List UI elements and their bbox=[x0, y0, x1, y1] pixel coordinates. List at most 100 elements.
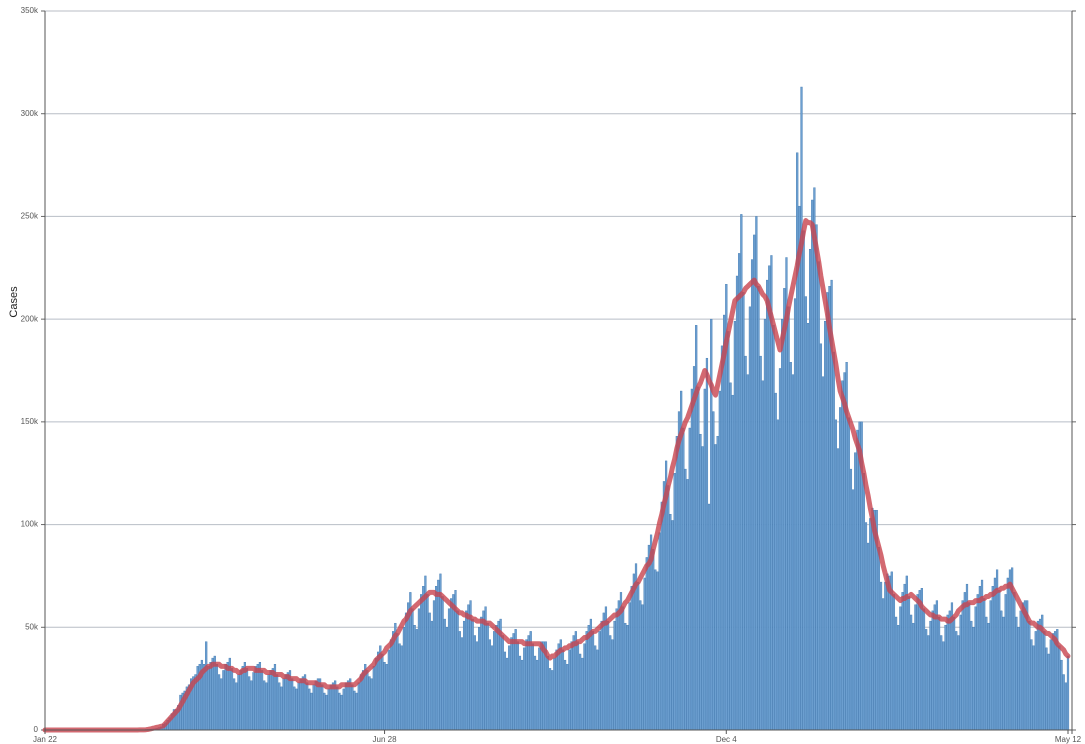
bar bbox=[568, 649, 571, 731]
bar bbox=[697, 386, 700, 731]
bar bbox=[959, 614, 962, 731]
bar bbox=[910, 614, 913, 731]
bar bbox=[927, 635, 930, 731]
bar bbox=[1004, 594, 1007, 731]
bar bbox=[486, 622, 489, 731]
bar bbox=[473, 635, 476, 731]
bar bbox=[862, 473, 865, 731]
bar bbox=[735, 275, 739, 731]
bar bbox=[1028, 620, 1031, 731]
bar bbox=[501, 635, 504, 731]
bar bbox=[718, 390, 721, 731]
bar bbox=[606, 620, 610, 731]
bar bbox=[420, 594, 423, 731]
bar bbox=[252, 672, 255, 731]
bar bbox=[1058, 645, 1061, 731]
bar bbox=[811, 199, 814, 731]
bar bbox=[836, 448, 840, 731]
bar bbox=[245, 668, 249, 731]
bar bbox=[886, 573, 889, 731]
bar bbox=[1066, 655, 1070, 731]
bar bbox=[1013, 592, 1016, 731]
bar bbox=[342, 688, 345, 731]
bar bbox=[471, 618, 474, 731]
bar bbox=[723, 314, 726, 731]
bar bbox=[381, 653, 384, 731]
bar bbox=[755, 216, 758, 731]
bar bbox=[1006, 577, 1009, 731]
bar bbox=[645, 557, 648, 731]
bar bbox=[531, 643, 534, 731]
bar bbox=[714, 444, 717, 731]
bar bbox=[671, 520, 674, 731]
bar bbox=[230, 668, 234, 731]
bar bbox=[652, 549, 655, 731]
bar bbox=[673, 473, 676, 731]
bar bbox=[851, 489, 855, 731]
bar bbox=[1030, 639, 1033, 731]
bar bbox=[637, 581, 640, 731]
bar bbox=[864, 522, 868, 731]
bar bbox=[944, 625, 947, 731]
bar bbox=[383, 662, 386, 731]
bar bbox=[248, 676, 251, 731]
bar bbox=[882, 598, 885, 731]
bar bbox=[581, 657, 584, 731]
bar bbox=[686, 479, 689, 731]
bar bbox=[897, 625, 900, 731]
bar bbox=[976, 594, 979, 731]
bar bbox=[940, 635, 943, 731]
bar bbox=[1017, 627, 1020, 731]
bar bbox=[1036, 620, 1040, 731]
bar bbox=[458, 631, 461, 731]
bar bbox=[1002, 616, 1005, 731]
bar bbox=[1032, 645, 1035, 731]
bar bbox=[654, 569, 657, 731]
bar bbox=[505, 657, 509, 731]
bar bbox=[475, 641, 479, 731]
bar bbox=[974, 606, 977, 731]
bar bbox=[961, 600, 964, 731]
bar bbox=[847, 417, 850, 731]
bar bbox=[540, 641, 543, 731]
bar bbox=[422, 586, 425, 731]
y-tick-label: 150k bbox=[21, 417, 39, 426]
bar bbox=[617, 600, 620, 731]
bar bbox=[602, 612, 605, 731]
bar bbox=[299, 678, 302, 731]
bar bbox=[587, 625, 590, 731]
bar bbox=[922, 608, 926, 731]
bar bbox=[323, 692, 326, 731]
bar bbox=[888, 575, 891, 731]
bar bbox=[856, 429, 859, 731]
bar bbox=[987, 622, 990, 731]
bar bbox=[430, 620, 433, 731]
bar bbox=[858, 421, 861, 731]
bar bbox=[523, 647, 526, 731]
bar bbox=[566, 664, 569, 731]
bar bbox=[705, 357, 709, 731]
bar bbox=[516, 641, 519, 731]
bar bbox=[914, 604, 917, 731]
bar bbox=[265, 682, 268, 731]
bar bbox=[344, 682, 347, 731]
bar bbox=[286, 672, 289, 731]
bar bbox=[731, 394, 734, 731]
bar bbox=[903, 583, 906, 731]
bar bbox=[413, 625, 416, 731]
bar bbox=[542, 641, 545, 731]
bar bbox=[572, 635, 575, 731]
bar bbox=[267, 674, 270, 731]
bar bbox=[1047, 653, 1050, 731]
bar bbox=[512, 633, 515, 731]
bar bbox=[761, 380, 764, 731]
bar bbox=[828, 286, 831, 731]
bar bbox=[329, 684, 332, 731]
bar bbox=[991, 586, 994, 731]
bar bbox=[925, 629, 928, 731]
bar bbox=[478, 627, 481, 731]
bar bbox=[916, 594, 919, 731]
bar bbox=[1051, 633, 1055, 731]
bar bbox=[241, 666, 244, 731]
bar bbox=[310, 692, 313, 731]
